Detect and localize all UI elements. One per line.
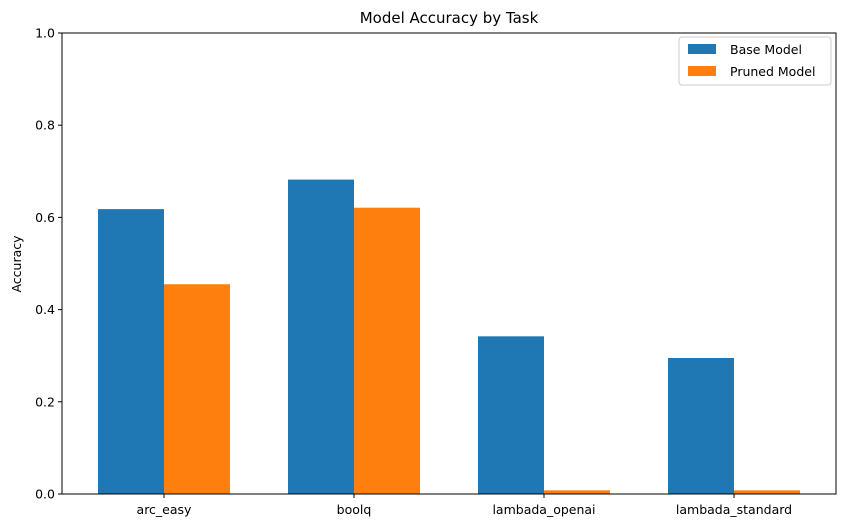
y-tick-label: 1.0 (35, 26, 55, 41)
legend-swatch (688, 44, 716, 54)
bar-lambada_openai-base (478, 336, 544, 494)
plot-frame (61, 32, 837, 495)
bar-arc_easy-base (98, 209, 164, 495)
legend-label: Base Model (730, 42, 802, 57)
bar-arc_easy-pruned (164, 284, 230, 494)
y-tick-label: 0.2 (35, 394, 55, 409)
x-tick-label: lambada_openai (492, 502, 595, 517)
x-tick-label: boolq (337, 502, 372, 517)
y-tick-label: 0.8 (35, 118, 55, 133)
bar-boolq-pruned (354, 207, 420, 494)
chart-title: Model Accuracy by Task (360, 9, 539, 27)
x-tick-label: lambada_standard (676, 502, 792, 517)
bar-boolq-base (288, 179, 354, 494)
y-tick-label: 0.0 (35, 487, 55, 502)
x-tick-label: arc_easy (137, 502, 193, 517)
bar-lambada_openai-pruned (544, 490, 610, 494)
bar-lambada_standard-base (668, 358, 734, 494)
y-tick-label: 0.6 (35, 210, 55, 225)
bar-lambada_standard-pruned (734, 490, 800, 494)
legend-swatch (688, 66, 716, 76)
y-tick-label: 0.4 (35, 302, 55, 317)
y-axis-label: Accuracy (9, 235, 24, 293)
legend-frame (678, 36, 832, 86)
plot-area: 0.0 0.2 0.4 0.6 0.8 1.0 arc_easy boolq lambada_o… (35, 26, 837, 517)
legend: Base Model Pruned Model (678, 36, 832, 86)
legend-label: Pruned Model (730, 64, 815, 79)
